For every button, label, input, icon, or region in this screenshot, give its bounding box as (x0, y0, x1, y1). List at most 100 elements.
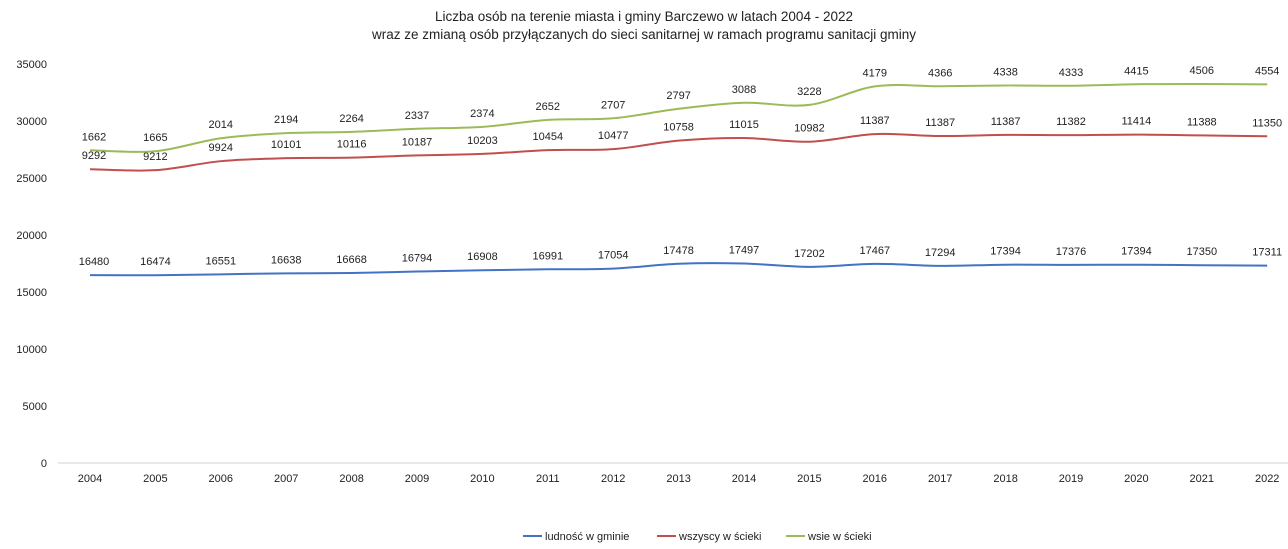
data-label: 16908 (467, 251, 498, 263)
data-label: 16991 (533, 250, 564, 262)
data-label: 4333 (1059, 67, 1083, 79)
x-axis: 2004 2005 2006 2007 2008 2009 2010 2011 2012 2013… (78, 473, 1280, 485)
x-tick-label: 2006 (209, 473, 233, 485)
data-label: 17294 (925, 247, 956, 259)
data-label: 11388 (1187, 116, 1217, 128)
x-tick-label: 2015 (797, 473, 821, 485)
data-label: 17497 (729, 245, 760, 257)
data-label: 17311 (1252, 247, 1282, 259)
y-tick-label: 25000 (16, 173, 47, 185)
data-label: 11382 (1056, 116, 1086, 128)
x-tick-label: 2017 (928, 473, 952, 485)
y-axis: 0 5000 10000 15000 20000 25000 30000 35000 (16, 59, 47, 470)
x-tick-label: 2018 (993, 473, 1017, 485)
y-tick-label: 5000 (23, 401, 47, 413)
data-label: 11387 (925, 117, 955, 129)
data-label: 2374 (470, 108, 494, 120)
data-label: 2652 (536, 101, 560, 113)
data-label: 2337 (405, 110, 429, 122)
data-label: 10758 (663, 122, 694, 134)
chart-title: Liczba osób na terenie miasta i gminy Ba… (435, 9, 853, 24)
x-tick-label: 2021 (1190, 473, 1214, 485)
data-label: 3088 (732, 84, 756, 96)
data-label: 4554 (1255, 65, 1279, 77)
x-tick-label: 2020 (1124, 473, 1148, 485)
legend: ludność w gminie wszyscy w ścieki wsie w ś… (523, 531, 872, 543)
x-tick-label: 2005 (143, 473, 167, 485)
data-label: 16794 (402, 253, 433, 265)
data-label: 10477 (598, 130, 629, 142)
x-tick-label: 2013 (666, 473, 690, 485)
y-tick-label: 20000 (16, 230, 47, 242)
legend-label: wszyscy w ścieki (678, 531, 762, 543)
data-label: 2194 (274, 114, 298, 126)
data-label: 4415 (1124, 65, 1148, 77)
series-lines (89, 83, 1268, 277)
data-label: 16551 (206, 255, 237, 267)
legend-item: ludność w gminie (523, 531, 629, 543)
data-label: 3228 (797, 86, 821, 98)
data-label: 17376 (1056, 246, 1087, 258)
y-tick-label: 0 (41, 458, 47, 470)
data-label: 11387 (991, 116, 1021, 128)
data-label: 2707 (601, 99, 625, 111)
x-tick-label: 2004 (78, 473, 102, 485)
data-label: 17202 (794, 248, 825, 260)
data-label: 17394 (990, 246, 1021, 258)
x-tick-label: 2022 (1255, 473, 1279, 485)
data-labels: 16480 16474 16551 16638 16668 16794 16908 16991… (79, 65, 1282, 268)
x-tick-label: 2019 (1059, 473, 1083, 485)
data-label: 16474 (140, 256, 171, 268)
x-tick-label: 2008 (339, 473, 363, 485)
x-tick-label: 2009 (405, 473, 429, 485)
data-label: 4506 (1190, 65, 1214, 77)
y-tick-label: 35000 (16, 59, 47, 71)
x-tick-label: 2014 (732, 473, 756, 485)
data-label: 9292 (82, 150, 106, 162)
data-label: 11350 (1252, 117, 1282, 129)
data-label: 16480 (79, 256, 110, 268)
chart-subtitle: wraz ze zmianą osób przyłączanych do sie… (371, 27, 916, 42)
data-label: 10101 (271, 139, 302, 151)
data-label: 17478 (663, 245, 694, 257)
data-label: 4366 (928, 67, 952, 79)
y-tick-label: 30000 (16, 116, 47, 128)
legend-label: wsie w ścieki (807, 531, 872, 543)
y-tick-label: 10000 (16, 344, 47, 356)
data-label: 10116 (337, 139, 367, 151)
legend-item: wsie w ścieki (786, 531, 872, 543)
data-label: 17394 (1121, 246, 1152, 258)
data-label: 10187 (402, 136, 433, 148)
series-line-1 (89, 262, 1268, 277)
data-label: 16668 (336, 254, 367, 266)
data-label: 17350 (1187, 246, 1218, 258)
legend-item: wszyscy w ścieki (657, 531, 762, 543)
x-tick-label: 2016 (863, 473, 887, 485)
data-label: 1665 (143, 132, 167, 144)
y-tick-label: 15000 (16, 287, 47, 299)
data-label: 1662 (82, 131, 106, 143)
series-line-3 (89, 83, 1268, 153)
data-label: 2014 (209, 119, 233, 131)
data-label: 11015 (729, 119, 759, 131)
legend-label: ludność w gminie (545, 531, 629, 543)
x-tick-label: 2007 (274, 473, 298, 485)
x-tick-label: 2010 (470, 473, 494, 485)
data-label: 2797 (666, 90, 690, 102)
data-label: 17054 (598, 250, 629, 262)
x-tick-label: 2012 (601, 473, 625, 485)
data-label: 11387 (860, 115, 890, 127)
data-label: 10203 (467, 135, 498, 147)
data-label: 4338 (993, 66, 1017, 78)
data-label: 17467 (860, 245, 891, 257)
data-label: 16638 (271, 254, 302, 266)
series-line-2 (89, 132, 1268, 172)
data-label: 9212 (143, 151, 167, 163)
data-label: 11414 (1122, 116, 1152, 128)
data-label: 9924 (209, 142, 233, 154)
x-tick-label: 2011 (536, 473, 560, 485)
data-label: 10982 (794, 123, 825, 135)
data-label: 10454 (533, 131, 564, 143)
data-label: 2264 (339, 113, 363, 125)
